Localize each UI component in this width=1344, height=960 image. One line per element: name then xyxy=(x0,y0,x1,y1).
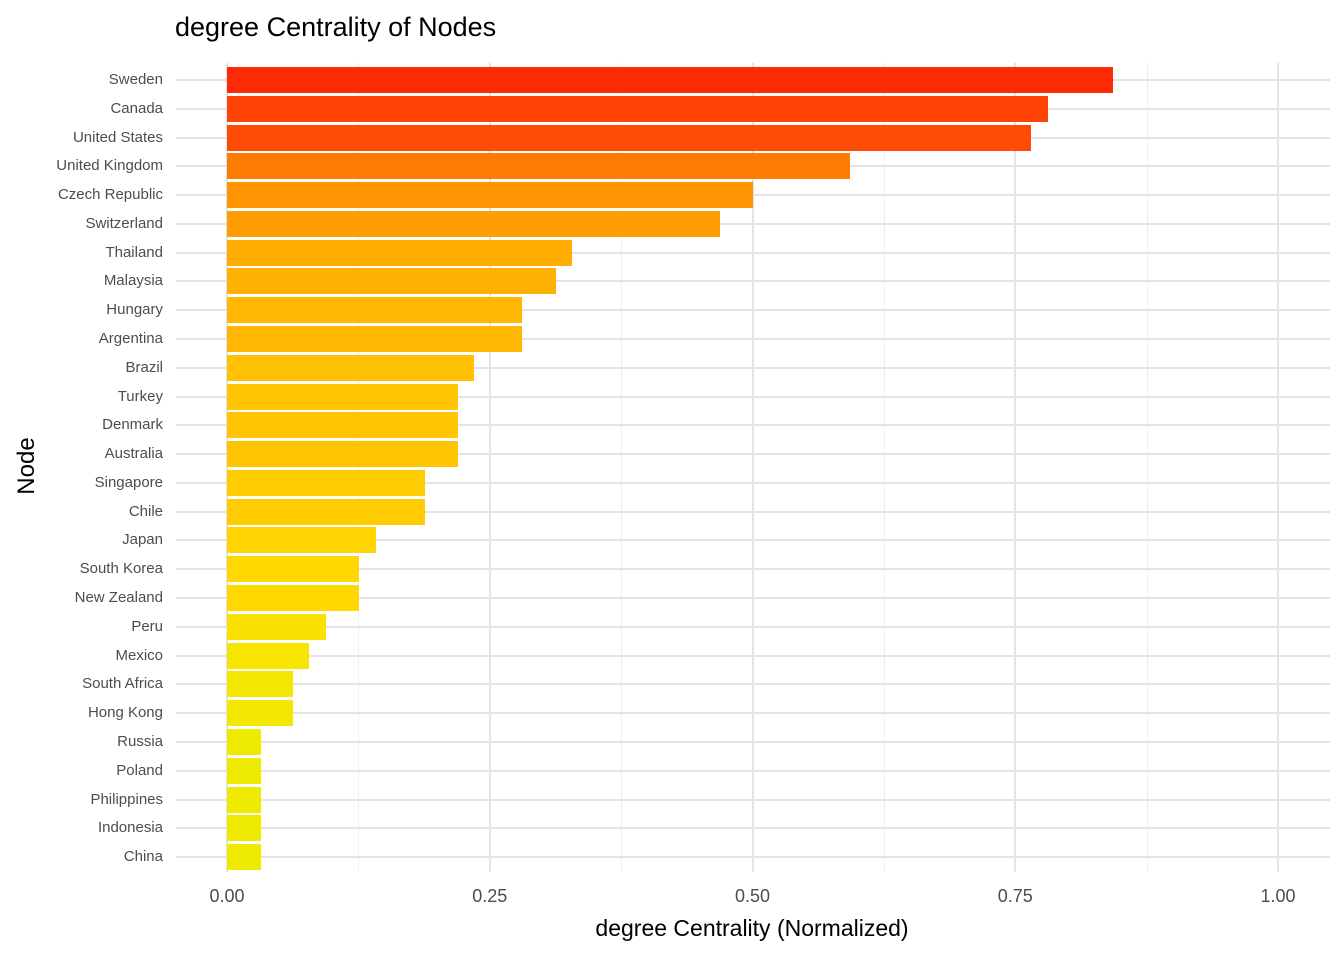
grid-line-horizontal xyxy=(176,597,1330,600)
category-label: United Kingdom xyxy=(56,157,163,175)
category-label: Mexico xyxy=(115,646,163,664)
x-tick-label: 0.00 xyxy=(209,886,245,906)
category-label: Malaysia xyxy=(103,272,163,290)
grid-line-horizontal xyxy=(176,453,1330,456)
bar xyxy=(227,844,261,871)
grid-line-horizontal xyxy=(176,712,1330,715)
category-label: Canada xyxy=(110,99,163,117)
grid-line-vertical-minor xyxy=(1146,63,1148,872)
grid-line-horizontal xyxy=(176,625,1330,628)
bar xyxy=(227,268,556,295)
bar xyxy=(227,556,359,583)
x-tick-label: 1.00 xyxy=(1260,886,1296,906)
category-label: Peru xyxy=(131,617,163,635)
category-label: Poland xyxy=(116,761,163,779)
grid-line-vertical-major xyxy=(226,63,228,872)
grid-line-vertical-major xyxy=(751,63,754,872)
x-axis-title: degree Centrality (Normalized) xyxy=(595,915,909,941)
bar xyxy=(227,326,522,353)
chart-title: degree Centrality of Nodes xyxy=(175,12,497,42)
bar xyxy=(227,815,261,842)
bar xyxy=(227,412,458,439)
bar xyxy=(227,527,376,554)
bar xyxy=(227,297,522,324)
bar xyxy=(227,182,753,209)
grid-line-vertical-minor xyxy=(358,63,360,872)
grid-line-horizontal xyxy=(176,338,1330,341)
x-tick-label: 0.50 xyxy=(734,886,771,906)
bar xyxy=(227,786,261,813)
category-label: China xyxy=(123,848,163,866)
category-label: Indonesia xyxy=(97,819,163,837)
category-label: Czech Republic xyxy=(57,186,163,204)
bar xyxy=(227,728,261,755)
grid-line-vertical-minor xyxy=(883,63,885,872)
grid-line-horizontal xyxy=(176,654,1330,657)
grid-line-horizontal xyxy=(176,539,1330,542)
category-label: Japan xyxy=(122,531,163,549)
grid-line-vertical-major xyxy=(1277,63,1279,872)
category-label: Brazil xyxy=(125,358,163,376)
category-label: United States xyxy=(72,128,163,146)
grid-line-horizontal xyxy=(176,222,1330,225)
category-label: Australia xyxy=(104,445,163,463)
category-label: South Africa xyxy=(82,675,163,693)
bar xyxy=(227,67,1113,93)
grid-line-horizontal xyxy=(176,309,1330,312)
bar xyxy=(227,757,261,784)
bar xyxy=(227,613,326,640)
bar xyxy=(227,210,720,237)
grid-line-horizontal xyxy=(176,251,1330,254)
grid-line-horizontal xyxy=(176,856,1330,859)
grid-line-vertical-major xyxy=(1014,63,1017,872)
x-tick-label: 0.25 xyxy=(472,886,508,906)
category-label: Hungary xyxy=(106,301,163,319)
grid-line-horizontal xyxy=(176,798,1330,801)
category-label: Russia xyxy=(117,732,163,750)
category-label: Sweden xyxy=(108,71,163,88)
grid-line-horizontal xyxy=(176,424,1330,427)
grid-line-horizontal xyxy=(176,568,1330,571)
category-label: Singapore xyxy=(94,473,163,491)
bar xyxy=(227,239,572,266)
category-label: New Zealand xyxy=(74,589,163,607)
bar xyxy=(227,585,359,612)
bar xyxy=(227,354,474,381)
grid-line-vertical-minor xyxy=(621,63,623,872)
bar xyxy=(227,469,425,496)
category-label: Chile xyxy=(128,502,163,520)
x-tick-label: 0.75 xyxy=(997,886,1033,906)
category-label: Hong Kong xyxy=(87,704,163,722)
category-label: Denmark xyxy=(102,416,163,434)
bar xyxy=(227,95,1048,122)
category-label: Thailand xyxy=(105,243,163,261)
bar xyxy=(227,498,425,525)
grid-line-horizontal xyxy=(176,510,1330,513)
category-label: Turkey xyxy=(117,387,163,405)
bar xyxy=(227,153,850,180)
grid-line-horizontal xyxy=(176,769,1330,772)
category-label: South Korea xyxy=(79,560,163,578)
bar xyxy=(227,441,458,468)
grid-line-horizontal xyxy=(176,280,1330,283)
category-label: Philippines xyxy=(90,790,163,808)
bar xyxy=(227,700,293,727)
category-label: Switzerland xyxy=(85,214,163,232)
grid-line-horizontal xyxy=(176,683,1330,686)
bar xyxy=(227,383,458,410)
bar xyxy=(227,671,293,698)
grid-line-horizontal xyxy=(176,481,1330,484)
category-label: Argentina xyxy=(98,330,163,348)
bar xyxy=(227,124,1031,151)
grid-line-horizontal xyxy=(176,366,1330,369)
grid-line-vertical-major xyxy=(488,63,491,872)
grid-line-horizontal xyxy=(176,740,1330,743)
grid-line-horizontal xyxy=(176,395,1330,398)
grid-line-horizontal xyxy=(176,827,1330,830)
grid-line-horizontal xyxy=(176,194,1330,197)
bar xyxy=(227,642,309,669)
